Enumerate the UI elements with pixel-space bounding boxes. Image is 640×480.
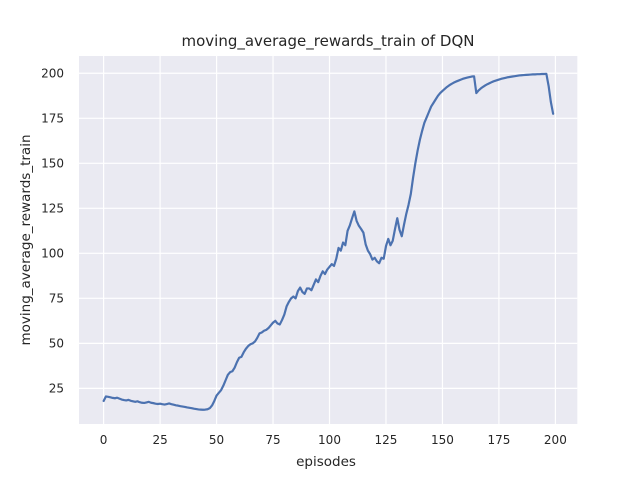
x-tick-label: 150 (431, 433, 454, 447)
x-tick-label: 75 (265, 433, 280, 447)
x-tick-label: 200 (544, 433, 567, 447)
y-tick-label: 150 (41, 156, 64, 170)
y-tick-label: 100 (41, 246, 64, 260)
y-axis-label: moving_average_rewards_train (18, 134, 34, 345)
x-tick-labels: 0 25 50 75 100 125 150 175 200 (100, 433, 567, 447)
y-tick-label: 50 (49, 336, 64, 350)
x-tick-label: 50 (209, 433, 224, 447)
y-tick-label: 75 (49, 291, 64, 305)
x-tick-label: 125 (375, 433, 398, 447)
x-tick-label: 0 (100, 433, 108, 447)
x-tick-label: 100 (318, 433, 341, 447)
plot-area (79, 56, 578, 424)
x-tick-label: 175 (487, 433, 510, 447)
x-axis-label: episodes (296, 454, 356, 470)
chart-title: moving_average_rewards_train of DQN (181, 32, 474, 51)
y-tick-label: 25 (49, 381, 64, 395)
series-line-dqn (102, 72, 555, 411)
x-tick-label: 25 (152, 433, 167, 447)
y-tick-label: 200 (41, 66, 64, 80)
y-tick-labels: 25 50 75 100 125 150 175 200 (41, 66, 64, 395)
y-tick-label: 175 (41, 111, 64, 125)
series-lines (102, 72, 555, 411)
y-tick-label: 125 (41, 201, 64, 215)
gridlines (79, 56, 578, 424)
